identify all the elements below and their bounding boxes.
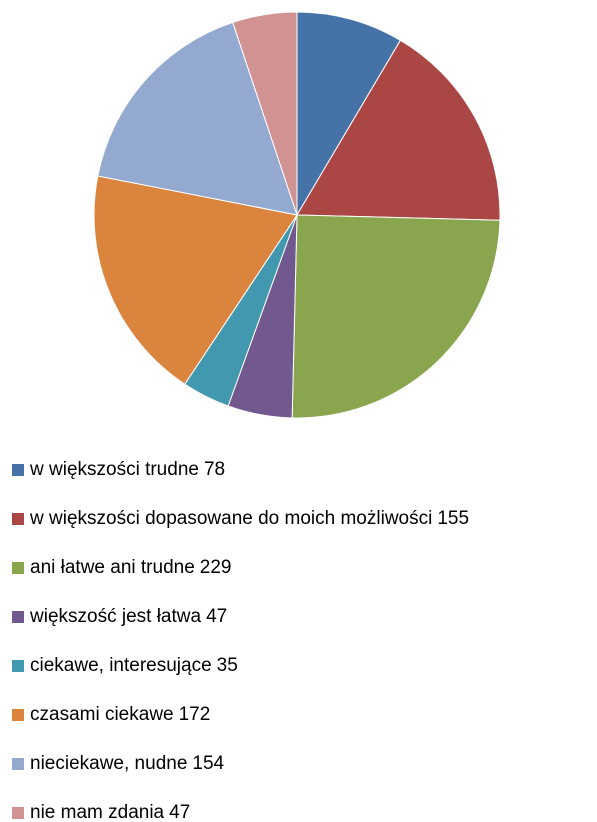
legend-swatch <box>12 464 24 476</box>
legend-swatch <box>12 807 24 819</box>
legend-swatch <box>12 562 24 574</box>
legend-label: nie mam zdania 47 <box>30 802 190 822</box>
legend-value: 155 <box>437 508 469 529</box>
legend-value: 47 <box>169 802 190 822</box>
legend-name: nie mam zdania <box>30 802 165 822</box>
legend-swatch <box>12 758 24 770</box>
legend-label: ciekawe, interesujące 35 <box>30 655 238 676</box>
legend-name: w większości trudne <box>29 459 199 480</box>
legend-swatch <box>12 513 24 525</box>
legend-name: ani łatwe ani trudne <box>30 557 195 578</box>
legend-name: nieciekawe, nudne <box>30 753 187 774</box>
pie-slice <box>291 214 501 419</box>
legend-name: ciekawe, interesujące <box>30 655 212 676</box>
legend-label: ani łatwe ani trudne 229 <box>30 557 231 578</box>
legend-label: w większości trudne 78 <box>29 459 225 480</box>
pie-slice <box>296 11 402 217</box>
pie-slice <box>232 11 298 216</box>
pie-slice <box>93 175 298 385</box>
legend-name: czasami ciekawe <box>30 704 174 725</box>
legend-name: w większości dopasowane do moich możliwo… <box>29 508 432 529</box>
legend-value: 78 <box>204 459 225 480</box>
legend-value: 229 <box>200 557 232 578</box>
legend-swatch <box>12 611 24 623</box>
legend-label: czasami ciekawe 172 <box>30 704 210 725</box>
legend-name: większość jest łatwa <box>29 606 201 627</box>
legend-swatch <box>12 709 24 721</box>
legend-label: większość jest łatwa 47 <box>29 606 227 627</box>
legend-label: nieciekawe, nudne 154 <box>30 753 225 774</box>
legend-label: w większości dopasowane do moich możliwo… <box>29 508 469 529</box>
legend-value: 35 <box>217 655 238 676</box>
legend-value: 172 <box>179 704 211 725</box>
pie-slice <box>296 39 501 221</box>
legend-swatch <box>12 660 24 672</box>
legend-value: 154 <box>192 753 224 774</box>
pie-slice <box>97 21 298 216</box>
legend-value: 47 <box>206 606 227 627</box>
